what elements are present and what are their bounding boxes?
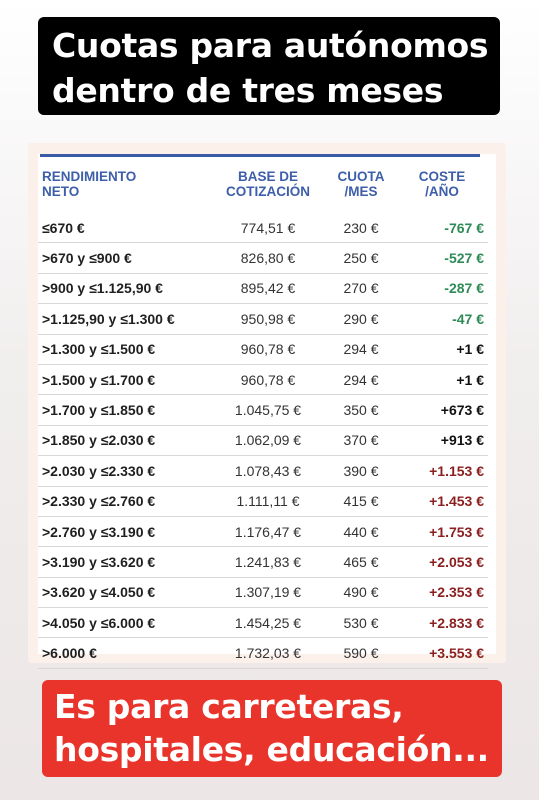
header-text: NETO [42, 184, 80, 199]
table-row: >1.500 y ≤1.700 €960,78 €294 € +1 € [38, 364, 488, 396]
cell-base: 950,98 € [214, 303, 322, 335]
cell-base: 895,42 € [214, 273, 322, 305]
header-base: BASE DE COTIZACIÓN [214, 162, 322, 213]
cell-rendimiento: >1.700 y ≤1.850 € [38, 394, 214, 426]
cell-rendimiento: >1.125,90 y ≤1.300 € [38, 303, 214, 335]
header-text: /AÑO [425, 184, 459, 199]
table-row: >900 y ≤1.125,90 €895,42 €270 € -287 € [38, 273, 488, 305]
cell-coste: +1 € [400, 334, 488, 365]
table-card: RENDIMIENTO NETO BASE DE COTIZACIÓN CUOT… [28, 143, 506, 669]
cell-base: 960,78 € [214, 364, 322, 396]
cell-cuota: 590 € [322, 637, 400, 669]
cell-rendimiento: >4.050 y ≤6.000 € [38, 607, 214, 639]
cell-coste: -527 € [400, 242, 488, 274]
cell-base: 1.111,11 € [214, 486, 322, 517]
cell-rendimiento: >2.030 y ≤2.330 € [38, 455, 214, 487]
cell-coste: +2.353 € [400, 577, 488, 609]
cell-cuota: 415 € [322, 486, 400, 517]
table-row: >3.620 y ≤4.050 €1.307,19 €490 € +2.353 € [38, 577, 488, 609]
table-row: ≤670 €774,51 €230 € -767 € [38, 213, 488, 244]
cell-rendimiento: >1.850 y ≤2.030 € [38, 425, 214, 457]
cell-base: 960,78 € [214, 334, 322, 365]
cell-cuota: 294 € [322, 364, 400, 396]
cell-coste: +1 € [400, 364, 488, 396]
header-coste: COSTE /AÑO [400, 162, 488, 213]
cell-base: 1.454,25 € [214, 607, 322, 639]
cell-cuota: 490 € [322, 577, 400, 609]
cell-rendimiento: >670 y ≤900 € [38, 242, 214, 274]
caption-line-2: hospitales, educación... [54, 730, 489, 769]
table-row: >3.190 y ≤3.620 €1.241,83 €465 € +2.053 € [38, 546, 488, 578]
table-container: RENDIMIENTO NETO BASE DE COTIZACIÓN CUOT… [38, 154, 496, 669]
header-text: COTIZACIÓN [226, 184, 310, 199]
cell-cuota: 370 € [322, 425, 400, 457]
cell-cuota: 294 € [322, 334, 400, 365]
table-row: >1.125,90 y ≤1.300 €950,98 €290 € -47 € [38, 303, 488, 335]
header-text: /MES [344, 184, 378, 199]
cell-base: 1.241,83 € [214, 546, 322, 578]
header-text: COSTE [418, 169, 466, 184]
cell-base: 1.176,47 € [214, 516, 322, 548]
table-row: >1.700 y ≤1.850 €1.045,75 €350 € +673 € [38, 394, 488, 426]
cell-rendimiento: >1.300 y ≤1.500 € [38, 334, 214, 365]
table-row: >1.850 y ≤2.030 €1.062,09 €370 € +913 € [38, 425, 488, 457]
cell-coste: +2.833 € [400, 607, 488, 639]
cell-coste: -47 € [400, 303, 488, 335]
cell-cuota: 390 € [322, 455, 400, 487]
cell-coste: +2.053 € [400, 546, 488, 578]
caption-banner: Es para carreteras, hospitales, educació… [42, 680, 502, 777]
cell-rendimiento: >900 y ≤1.125,90 € [38, 273, 214, 305]
table-top-rule [40, 154, 480, 157]
cell-rendimiento: >6.000 € [38, 637, 214, 669]
cell-cuota: 465 € [322, 546, 400, 578]
cell-cuota: 250 € [322, 242, 400, 274]
cell-cuota: 440 € [322, 516, 400, 548]
cell-base: 774,51 € [214, 213, 322, 244]
cell-rendimiento: >2.330 y ≤2.760 € [38, 486, 214, 517]
cell-rendimiento: >3.620 y ≤4.050 € [38, 577, 214, 609]
cell-rendimiento: >2.760 y ≤3.190 € [38, 516, 214, 548]
cell-coste: +673 € [400, 394, 488, 426]
cell-base: 826,80 € [214, 242, 322, 274]
header-cuota: CUOTA /MES [322, 162, 400, 213]
title-line-1: Cuotas para autónomos [52, 26, 489, 65]
cell-coste: +1.453 € [400, 486, 488, 517]
cell-cuota: 530 € [322, 607, 400, 639]
table-row: >2.760 y ≤3.190 €1.176,47 €440 € +1.753 € [38, 516, 488, 548]
cell-base: 1.732,03 € [214, 637, 322, 669]
cell-cuota: 270 € [322, 273, 400, 305]
title-banner: Cuotas para autónomos dentro de tres mes… [38, 17, 500, 115]
cell-coste: +3.553 € [400, 637, 488, 669]
header-text: CUOTA [337, 169, 385, 184]
cell-coste: +1.753 € [400, 516, 488, 548]
title-line-2: dentro de tres meses [52, 71, 444, 110]
cell-coste: -767 € [400, 213, 488, 244]
cell-base: 1.307,19 € [214, 577, 322, 609]
header-text: RENDIMIENTO [42, 169, 137, 184]
cell-base: 1.045,75 € [214, 394, 322, 426]
header-rendimiento: RENDIMIENTO NETO [38, 162, 214, 213]
table-row: >1.300 y ≤1.500 €960,78 €294 € +1 € [38, 334, 488, 365]
cell-cuota: 290 € [322, 303, 400, 335]
table-row: >2.330 y ≤2.760 €1.111,11 €415 € +1.453 € [38, 486, 488, 517]
cell-base: 1.078,43 € [214, 455, 322, 487]
cell-rendimiento: >1.500 y ≤1.700 € [38, 364, 214, 396]
cell-rendimiento: ≤670 € [38, 213, 214, 244]
cell-coste: +913 € [400, 425, 488, 457]
table-row: >2.030 y ≤2.330 €1.078,43 €390 € +1.153 € [38, 455, 488, 487]
cell-cuota: 230 € [322, 213, 400, 244]
cell-coste: +1.153 € [400, 455, 488, 487]
cell-base: 1.062,09 € [214, 425, 322, 457]
table-row: >6.000 €1.732,03 €590 € +3.553 € [38, 637, 488, 669]
caption-line-1: Es para carreteras, [54, 687, 404, 726]
cell-coste: -287 € [400, 273, 488, 305]
quota-table: RENDIMIENTO NETO BASE DE COTIZACIÓN CUOT… [38, 162, 488, 669]
cell-rendimiento: >3.190 y ≤3.620 € [38, 546, 214, 578]
cell-cuota: 350 € [322, 394, 400, 426]
header-text: BASE DE [237, 169, 298, 184]
table-row: >4.050 y ≤6.000 €1.454,25 €530 € +2.833 € [38, 607, 488, 639]
table-row: >670 y ≤900 €826,80 €250 € -527 € [38, 242, 488, 274]
table-header-row: RENDIMIENTO NETO BASE DE COTIZACIÓN CUOT… [38, 162, 488, 213]
